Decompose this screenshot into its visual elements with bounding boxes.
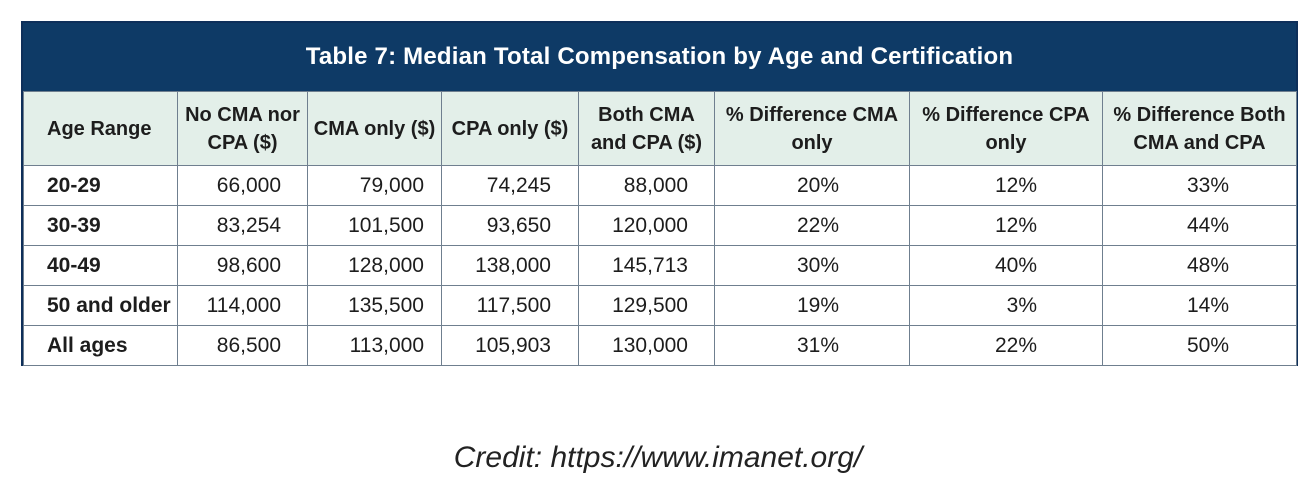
cell-no-cma-nor-cpa: 114,000 <box>177 285 308 326</box>
cell-age-range: All ages <box>23 325 178 366</box>
cell-pct-diff-cma: 30% <box>714 245 910 286</box>
cell-pct-diff-cpa: 40% <box>909 245 1103 286</box>
column-header-pct-diff-cpa: % Difference CPA only <box>909 91 1103 166</box>
cell-cma-only: 79,000 <box>307 165 442 206</box>
cell-both-cma-cpa: 145,713 <box>578 245 715 286</box>
cell-pct-diff-both: 33% <box>1102 165 1297 206</box>
table-row: 50 and older 114,000 135,500 117,500 129… <box>23 285 1297 326</box>
table-row: 40-49 98,600 128,000 138,000 145,713 30%… <box>23 245 1297 286</box>
cell-pct-diff-cma: 20% <box>714 165 910 206</box>
cell-both-cma-cpa: 130,000 <box>578 325 715 366</box>
column-header-pct-diff-cma: % Difference CMA only <box>714 91 910 166</box>
cell-pct-diff-cma: 19% <box>714 285 910 326</box>
column-header-cma-only: CMA only ($) <box>307 91 442 166</box>
cell-both-cma-cpa: 129,500 <box>578 285 715 326</box>
cell-pct-diff-cpa: 3% <box>909 285 1103 326</box>
column-header-no-cma-nor-cpa: No CMA nor CPA ($) <box>177 91 308 166</box>
cell-cma-only: 113,000 <box>307 325 442 366</box>
cell-pct-diff-cma: 31% <box>714 325 910 366</box>
column-header-age-range: Age Range <box>23 91 178 166</box>
cell-cpa-only: 74,245 <box>441 165 579 206</box>
cell-cpa-only: 138,000 <box>441 245 579 286</box>
cell-cpa-only: 93,650 <box>441 205 579 246</box>
cell-cma-only: 128,000 <box>307 245 442 286</box>
cell-cma-only: 101,500 <box>307 205 442 246</box>
cell-pct-diff-both: 48% <box>1102 245 1297 286</box>
table-row: 30-39 83,254 101,500 93,650 120,000 22% … <box>23 205 1297 246</box>
table-row: All ages 86,500 113,000 105,903 130,000 … <box>23 325 1297 366</box>
credit-text: Credit: https://www.imanet.org/ <box>453 441 863 474</box>
cell-both-cma-cpa: 88,000 <box>578 165 715 206</box>
cell-age-range: 20-29 <box>23 165 178 206</box>
cell-no-cma-nor-cpa: 86,500 <box>177 325 308 366</box>
cell-pct-diff-both: 50% <box>1102 325 1297 366</box>
column-header-cpa-only: CPA only ($) <box>441 91 579 166</box>
cell-age-range: 50 and older <box>23 285 178 326</box>
data-table: Age Range No CMA nor CPA ($) CMA only ($… <box>23 91 1297 366</box>
compensation-table: Table 7: Median Total Compensation by Ag… <box>21 21 1298 366</box>
cell-cma-only: 135,500 <box>307 285 442 326</box>
cell-pct-diff-both: 14% <box>1102 285 1297 326</box>
cell-pct-diff-cpa: 22% <box>909 325 1103 366</box>
cell-no-cma-nor-cpa: 98,600 <box>177 245 308 286</box>
cell-pct-diff-cma: 22% <box>714 205 910 246</box>
cell-both-cma-cpa: 120,000 <box>578 205 715 246</box>
cell-no-cma-nor-cpa: 66,000 <box>177 165 308 206</box>
header-row: Age Range No CMA nor CPA ($) CMA only ($… <box>23 91 1297 166</box>
cell-cpa-only: 105,903 <box>441 325 579 366</box>
cell-no-cma-nor-cpa: 83,254 <box>177 205 308 246</box>
table-row: 20-29 66,000 79,000 74,245 88,000 20% 12… <box>23 165 1297 206</box>
cell-age-range: 30-39 <box>23 205 178 246</box>
table-title: Table 7: Median Total Compensation by Ag… <box>23 23 1296 91</box>
cell-pct-diff-cpa: 12% <box>909 165 1103 206</box>
column-header-pct-diff-both: % Difference Both CMA and CPA <box>1102 91 1297 166</box>
cell-pct-diff-cpa: 12% <box>909 205 1103 246</box>
cell-pct-diff-both: 44% <box>1102 205 1297 246</box>
cell-cpa-only: 117,500 <box>441 285 579 326</box>
cell-age-range: 40-49 <box>23 245 178 286</box>
column-header-both-cma-cpa: Both CMA and CPA ($) <box>578 91 715 166</box>
